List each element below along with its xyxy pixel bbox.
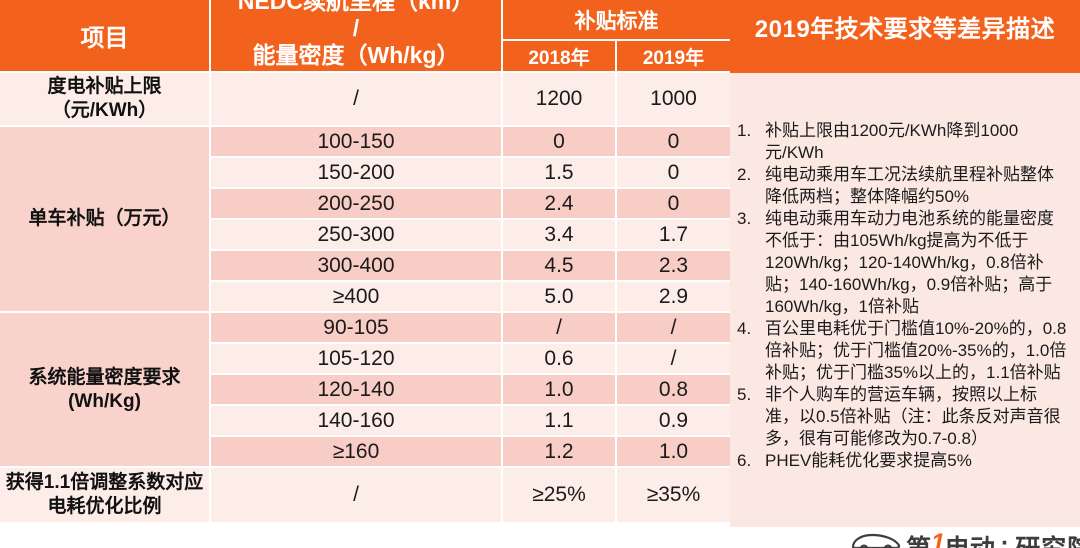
logo-text-one: 1	[931, 529, 945, 548]
logo-text-mid: 电动	[945, 529, 995, 548]
cell-range: /	[209, 71, 503, 127]
note-text: 百公里电耗优于门槛值10%-20%的，0.8倍补贴；优于门槛值20%-35%的，…	[765, 319, 1067, 382]
cell-2018: 4.5	[501, 249, 617, 282]
note-item: 5. 非个人购车的营运车辆，按照以上标准，以0.5倍补贴（注：此条反对声音很多，…	[737, 384, 1067, 450]
logo-text-org: 研究院	[1015, 529, 1080, 548]
cell-range: 120-140	[209, 373, 503, 406]
note-text: 纯电动乘用车工况法续航里程补贴整体降低两档；整体降幅约50%	[765, 165, 1054, 206]
subsidy-table: 项目 NEDC续航里程（km） / 能量密度（Wh/kg） 补贴标准 2018年…	[0, 0, 732, 524]
table-row: 105-120 0.6 /	[0, 342, 732, 375]
table-row: 系统能量密度要求 (Wh/Kg) 90-105 / /	[0, 311, 732, 468]
cell-2019: ≥35%	[615, 466, 732, 524]
header-row-1: 项目 NEDC续航里程（km） / 能量密度（Wh/kg） 补贴标准	[0, 0, 732, 73]
group-label-energy-density-req: 系统能量密度要求 (Wh/Kg)	[0, 311, 211, 468]
cell-range: 140-160	[209, 404, 503, 437]
col-header-2019: 2019年	[615, 39, 732, 73]
note-item: 6. PHEV能耗优化要求提高5%	[737, 450, 1067, 472]
table-row: 250-300 3.4 1.7	[0, 218, 732, 251]
col-header-item-label: 项目	[80, 25, 129, 52]
note-text: 纯电动乘用车动力电池系统的能量密度不低于：由105Wh/kg提高为不低于120W…	[765, 209, 1054, 316]
range-header-line3: 能量密度（Wh/kg）	[252, 42, 460, 68]
difference-description-body: 1. 补贴上限由1200元/KWh降到1000元/KWh 2. 纯电动乘用车工况…	[730, 73, 1080, 527]
note-item: 4. 百公里电耗优于门槛值10%-20%的，0.8倍补贴；优于门槛值20%-35…	[737, 318, 1067, 384]
cell-range: /	[209, 466, 503, 524]
cell-2019: 2.9	[615, 280, 732, 313]
cell-2018: 1200	[501, 71, 617, 127]
cell-2018: 3.4	[501, 218, 617, 251]
cell-2018: 0.6	[501, 342, 617, 375]
cell-2019: 1.0	[615, 435, 732, 468]
cell-2019: /	[615, 311, 732, 344]
range-header-line2: /	[352, 15, 360, 41]
cell-range: 100-150	[209, 125, 503, 158]
col-header-2018: 2018年	[501, 39, 617, 73]
cell-range: 200-250	[209, 187, 503, 220]
cell-2019: 0	[615, 187, 732, 220]
cell-2018: 0	[501, 125, 617, 158]
col-header-subsidy-standard: 补贴标准	[501, 0, 732, 41]
cell-range: 150-200	[209, 156, 503, 189]
group-label-per-vehicle-subsidy: 单车补贴（万元）	[0, 125, 211, 313]
table-row: 单车补贴（万元） 100-150 0 0	[0, 125, 732, 313]
logo-separator-dot: ·	[1000, 529, 1010, 548]
d1ev-research-logo: 第1电动 · 研究院	[850, 529, 1080, 548]
cell-2018: ≥25%	[501, 466, 617, 524]
note-number: 5.	[737, 385, 752, 404]
note-number: 3.	[737, 209, 752, 228]
cell-2018: /	[501, 311, 617, 344]
subsidy-table-zone: 项目 NEDC续航里程（km） / 能量密度（Wh/kg） 补贴标准 2018年…	[0, 0, 732, 524]
note-text: 非个人购车的营运车辆，按照以上标准，以0.5倍补贴（注：此条反对声音很多，很有可…	[765, 385, 1061, 448]
table-row: 度电补贴上限（元/KWh） / 1200 1000	[0, 71, 732, 127]
note-number: 1.	[737, 121, 752, 140]
note-item: 2. 纯电动乘用车工况法续航里程补贴整体降低两档；整体降幅约50%	[737, 164, 1067, 208]
car-outline-icon	[850, 531, 902, 548]
cell-range: 250-300	[209, 218, 503, 251]
table-row: 获得1.1倍调整系数对应电耗优化比例 / ≥25% ≥35%	[0, 466, 732, 524]
table-row: ≥160 1.2 1.0	[0, 435, 732, 468]
cell-2019: 0	[615, 125, 732, 158]
cell-2019: 0	[615, 156, 732, 189]
difference-description-header: 2019年技术要求等差异描述	[730, 0, 1080, 73]
col-header-item: 项目	[0, 0, 211, 73]
difference-description-column: 2019年技术要求等差异描述 1. 补贴上限由1200元/KWh降到1000元/…	[730, 0, 1080, 527]
cell-2018: 1.0	[501, 373, 617, 406]
note-number: 2.	[737, 165, 752, 184]
cell-range: ≥160	[209, 435, 503, 468]
table-row: 300-400 4.5 2.3	[0, 249, 732, 282]
range-density-header-lines: NEDC续航里程（km） / 能量密度（Wh/kg）	[212, 0, 500, 69]
note-text: 补贴上限由1200元/KWh降到1000元/KWh	[765, 121, 1019, 162]
note-item: 1. 补贴上限由1200元/KWh降到1000元/KWh	[737, 120, 1067, 164]
cell-2018: 5.0	[501, 280, 617, 313]
table-row: 150-200 1.5 0	[0, 156, 732, 189]
cell-range: ≥400	[209, 280, 503, 313]
note-number: 6.	[737, 451, 752, 470]
cell-2019: 1000	[615, 71, 732, 127]
row-label-per-kwh-cap: 度电补贴上限（元/KWh）	[0, 71, 211, 127]
cell-range: 90-105	[209, 311, 503, 344]
cell-range: 300-400	[209, 249, 503, 282]
cell-2019: 0.9	[615, 404, 732, 437]
cell-2018: 2.4	[501, 187, 617, 220]
note-number: 4.	[737, 319, 752, 338]
logo-text-prefix: 第	[906, 529, 931, 548]
table-row: ≥400 5.0 2.9	[0, 280, 732, 313]
cell-2018: 1.1	[501, 404, 617, 437]
cell-2019: 1.7	[615, 218, 732, 251]
cell-2019: 0.8	[615, 373, 732, 406]
row-label-adjust-factor: 获得1.1倍调整系数对应电耗优化比例	[0, 466, 211, 524]
cell-2019: 2.3	[615, 249, 732, 282]
cell-range: 105-120	[209, 342, 503, 375]
col-header-range-density: NEDC续航里程（km） / 能量密度（Wh/kg）	[209, 0, 503, 73]
cell-2018: 1.2	[501, 435, 617, 468]
table-row: 200-250 2.4 0	[0, 187, 732, 220]
cell-2018: 1.5	[501, 156, 617, 189]
range-header-line1: NEDC续航里程（km）	[237, 0, 475, 14]
cell-2019: /	[615, 342, 732, 375]
difference-notes-list: 1. 补贴上限由1200元/KWh降到1000元/KWh 2. 纯电动乘用车工况…	[737, 120, 1067, 472]
note-text: PHEV能耗优化要求提高5%	[765, 451, 972, 470]
note-item: 3. 纯电动乘用车动力电池系统的能量密度不低于：由105Wh/kg提高为不低于1…	[737, 208, 1067, 318]
